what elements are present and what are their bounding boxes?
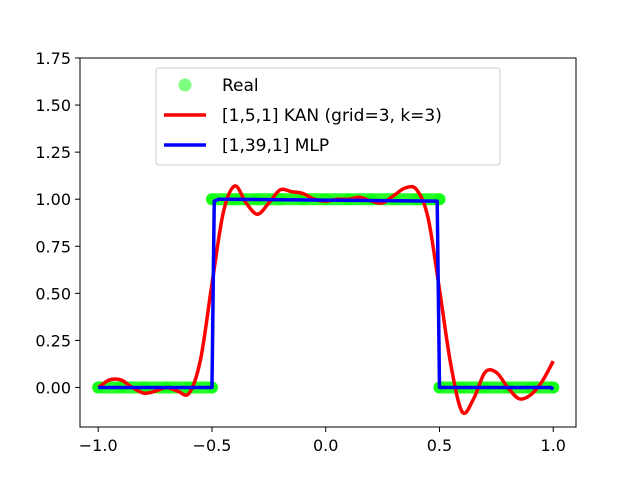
legend-box bbox=[155, 67, 501, 166]
y-tick-label: 1.50 bbox=[35, 96, 71, 115]
plot-series bbox=[92, 184, 560, 416]
legend-label: [1,5,1] KAN (grid=3, k=3) bbox=[222, 106, 442, 126]
y-tick-label: 1.25 bbox=[35, 143, 71, 162]
x-tick-label: 0.0 bbox=[313, 436, 338, 455]
x-tick-label: 0.5 bbox=[427, 436, 452, 455]
y-tick-label: 1.75 bbox=[35, 49, 71, 68]
y-tick-label: 0.50 bbox=[35, 284, 71, 303]
y-tick-label: 0.75 bbox=[35, 237, 71, 256]
y-tick-label: 0.00 bbox=[35, 378, 71, 397]
axes: −1.0 −0.5 0.0 0.5 1.0 0.00 0.25 0.50 0.75 1.00 1.2… bbox=[35, 49, 577, 455]
axes-frame bbox=[79, 57, 577, 428]
legend: Real [1,5,1] KAN (grid=3, k=3) [1,39,1] ML… bbox=[155, 67, 501, 166]
legend-label: Real bbox=[222, 76, 259, 96]
legend-label: [1,39,1] MLP bbox=[222, 136, 329, 156]
y-tick-label: 1.00 bbox=[35, 190, 71, 209]
y-tick-label: 0.25 bbox=[35, 331, 71, 350]
x-tick-label: −1.0 bbox=[79, 436, 118, 455]
legend-marker-real bbox=[178, 78, 192, 92]
mlp-line bbox=[98, 197, 555, 391]
x-tick-label: −0.5 bbox=[193, 436, 232, 455]
x-tick-label: 1.0 bbox=[541, 436, 566, 455]
real-point bbox=[433, 193, 446, 206]
